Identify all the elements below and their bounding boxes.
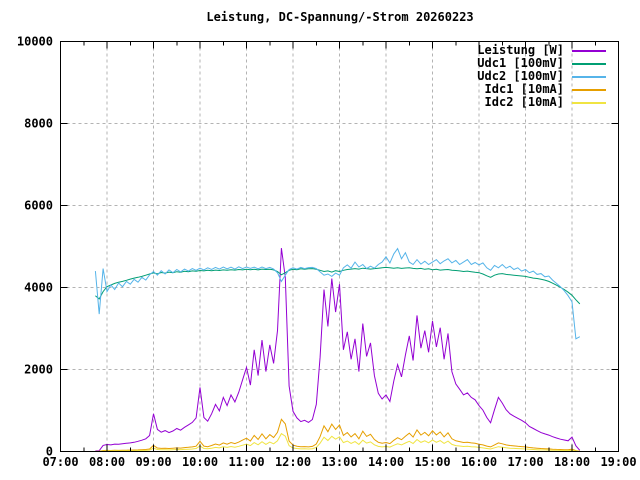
legend-label-idc2: Idc2 [10mA] xyxy=(484,95,564,109)
legend: Leistung [W] Udc1 [100mV] Udc2 [100mV] I… xyxy=(0,44,606,109)
legend-label-idc1: Idc1 [10mA] xyxy=(484,82,564,96)
legend-line-sample-udc2 xyxy=(572,75,606,78)
legend-label-udc1: Udc1 [100mV] xyxy=(477,56,564,70)
series-leistung xyxy=(95,248,581,452)
series-idc1 xyxy=(95,418,580,452)
y-tick-label: 4000 xyxy=(24,281,53,295)
x-tick-label: 11:00 xyxy=(228,455,264,469)
x-tick-label: 08:00 xyxy=(89,455,125,469)
x-tick-label: 10:00 xyxy=(182,455,218,469)
legend-row: Udc2 [100mV] xyxy=(0,70,606,83)
legend-label-udc2: Udc2 [100mV] xyxy=(477,69,564,83)
legend-line-sample-leistung xyxy=(572,49,606,52)
series-udc2 xyxy=(94,247,581,340)
legend-line-sample-idc2 xyxy=(572,101,606,104)
y-tick-label: 6000 xyxy=(24,199,53,213)
legend-line-sample-idc1 xyxy=(572,88,606,91)
legend-row: Idc1 [10mA] xyxy=(0,83,606,96)
x-tick-label: 19:00 xyxy=(600,455,636,469)
y-tick-label: 0 xyxy=(46,445,53,459)
x-tick-label: 13:00 xyxy=(321,455,357,469)
x-tick-label: 15:00 xyxy=(414,455,450,469)
legend-row: Idc2 [10mA] xyxy=(0,96,606,109)
x-tick-label: 07:00 xyxy=(42,455,78,469)
series-udc1 xyxy=(95,266,581,305)
legend-line-sample-udc1 xyxy=(572,62,606,65)
chart-title: Leistung, DC-Spannung/-Strom 20260223 xyxy=(206,10,474,24)
y-tick-label: 8000 xyxy=(24,117,53,131)
legend-row: Udc1 [100mV] xyxy=(0,57,606,70)
x-tick-label: 09:00 xyxy=(135,455,171,469)
x-tick-label: 14:00 xyxy=(368,455,404,469)
x-tick-label: 17:00 xyxy=(507,455,543,469)
series-idc2 xyxy=(95,432,580,452)
legend-row: Leistung [W] xyxy=(0,44,606,57)
x-tick-label: 12:00 xyxy=(275,455,311,469)
y-tick-label: 10000 xyxy=(17,35,53,49)
y-tick-label: 2000 xyxy=(24,363,53,377)
x-tick-label: 18:00 xyxy=(554,455,590,469)
legend-label-leistung: Leistung [W] xyxy=(477,43,564,57)
x-tick-label: 16:00 xyxy=(461,455,497,469)
